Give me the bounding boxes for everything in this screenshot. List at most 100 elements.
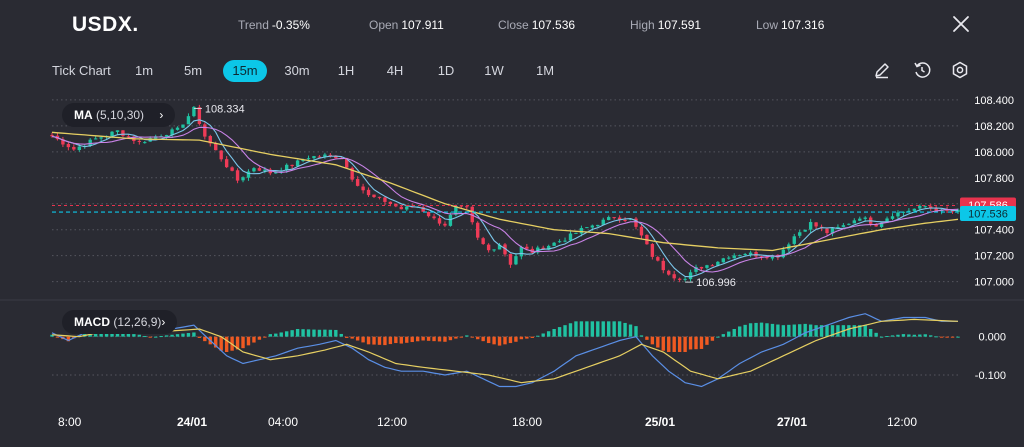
- timeframe-4h[interactable]: 4H: [386, 63, 404, 78]
- trend-label: Trend: [238, 18, 269, 32]
- candle-body: [470, 206, 474, 223]
- candle-body: [585, 227, 589, 229]
- time-tick-label: 25/01: [645, 415, 675, 429]
- macd-indicator-pill[interactable]: MACD (12,26,9)›: [62, 310, 178, 334]
- macd-histogram-bar: [574, 321, 578, 337]
- macd-histogram-bar: [192, 332, 196, 337]
- macd-histogram-bar: [350, 336, 354, 339]
- ma-indicator-params: (5,10,30): [96, 108, 145, 122]
- macd-histogram-bar: [634, 326, 638, 337]
- timeframe-1mo[interactable]: 1M: [535, 63, 555, 78]
- macd-histogram-bar: [334, 329, 338, 337]
- macd-histogram-bar: [612, 321, 616, 337]
- history-button[interactable]: [912, 60, 932, 80]
- chevron-right-icon: ›: [159, 108, 164, 122]
- candle-body: [743, 253, 747, 256]
- macd-histogram-bar: [579, 321, 584, 337]
- candle-body: [399, 206, 403, 210]
- candle-body: [476, 222, 480, 238]
- candle-body: [448, 214, 453, 226]
- macd-histogram-bar: [847, 325, 851, 337]
- macd-histogram-bar: [939, 336, 944, 338]
- macd-histogram-bar: [503, 336, 507, 345]
- macd-histogram-bar: [585, 321, 589, 337]
- macd-histogram-bar: [874, 332, 878, 337]
- candle-body: [607, 217, 611, 221]
- macd-histogram-bar: [628, 324, 633, 337]
- macd-histogram-bar: [508, 336, 513, 344]
- chart-type-button[interactable]: Tick Chart: [52, 63, 111, 78]
- candle-body: [454, 206, 458, 215]
- chart-area[interactable]: 108.400108.200108.000107.800107.600107.4…: [0, 84, 1024, 442]
- open-value: 107.911: [401, 18, 444, 32]
- candle-body: [863, 217, 867, 219]
- macd-histogram-bar: [923, 334, 927, 337]
- candle-body: [437, 218, 442, 224]
- macd-histogram-bar: [323, 329, 327, 337]
- macd-histogram-bar: [667, 336, 671, 352]
- macd-histogram-bar: [246, 336, 251, 346]
- candle-body: [874, 223, 878, 227]
- macd-histogram-bar: [803, 323, 807, 337]
- candle-body: [945, 209, 949, 211]
- timeframe-5m[interactable]: 5m: [183, 63, 203, 78]
- candle-body: [596, 224, 600, 227]
- macd-histogram-bar: [164, 335, 169, 337]
- candle-body: [50, 134, 54, 137]
- macd-histogram-bar: [907, 334, 911, 337]
- close-button[interactable]: [950, 13, 972, 35]
- time-tick-label: 8:00: [58, 415, 82, 429]
- candle-body: [350, 167, 354, 180]
- macd-histogram-bar: [929, 335, 933, 337]
- candle-body: [568, 233, 573, 241]
- candle-body: [312, 156, 316, 159]
- timeframe-1m[interactable]: 1m: [134, 63, 154, 78]
- chart-settings-button[interactable]: [950, 60, 970, 80]
- macd-histogram-bar: [661, 336, 665, 351]
- candle-body: [847, 223, 851, 225]
- macd-histogram-bar: [792, 324, 796, 337]
- candle-body: [432, 216, 436, 219]
- price-tick-label: 108.200: [974, 121, 1014, 133]
- macd-histogram-bar: [879, 336, 884, 338]
- macd-histogram-bar: [590, 321, 595, 337]
- price-chart-canvas[interactable]: 108.400108.200108.000107.800107.600107.4…: [0, 84, 1024, 442]
- macd-histogram-bar: [677, 336, 682, 352]
- candle-body: [721, 258, 726, 263]
- candle-body: [235, 170, 240, 181]
- macd-histogram-bar: [721, 334, 726, 337]
- macd-histogram-bar: [759, 322, 764, 337]
- macd-histogram-bar: [787, 324, 791, 337]
- macd-histogram-bar: [454, 336, 458, 339]
- timeframe-15m[interactable]: 15m: [223, 60, 267, 82]
- candle-body: [192, 106, 196, 117]
- macd-histogram-bar: [536, 335, 540, 337]
- settings-hex-icon: [952, 61, 968, 79]
- candle-body: [601, 219, 605, 225]
- macd-line: [51, 313, 958, 388]
- macd-histogram-bar: [465, 335, 469, 337]
- macd-histogram-bar: [426, 336, 431, 341]
- macd-histogram-bar: [765, 323, 769, 337]
- candle-body: [765, 257, 769, 259]
- candle-body: [688, 272, 693, 280]
- candle-body: [426, 211, 431, 217]
- macd-histogram-bar: [825, 325, 829, 337]
- candle-body: [830, 228, 835, 234]
- macd-signal-line: [51, 318, 959, 384]
- timeframe-1h[interactable]: 1H: [337, 63, 355, 78]
- macd-histogram-bar: [432, 336, 436, 342]
- macd-histogram-bar: [66, 336, 71, 342]
- macd-histogram-bar: [410, 336, 414, 343]
- candle-body: [918, 205, 922, 209]
- candle-body: [683, 278, 687, 280]
- timeframe-1w[interactable]: 1W: [484, 63, 504, 78]
- draw-tool-button[interactable]: [872, 60, 892, 80]
- timeframe-1d[interactable]: 1D: [437, 63, 455, 78]
- candle-body: [383, 197, 387, 202]
- macd-histogram-bar: [868, 329, 873, 337]
- ma30-line: [51, 131, 959, 252]
- ma-indicator-pill[interactable]: MA (5,10,30) ›: [62, 103, 176, 127]
- timeframe-30m[interactable]: 30m: [284, 63, 310, 78]
